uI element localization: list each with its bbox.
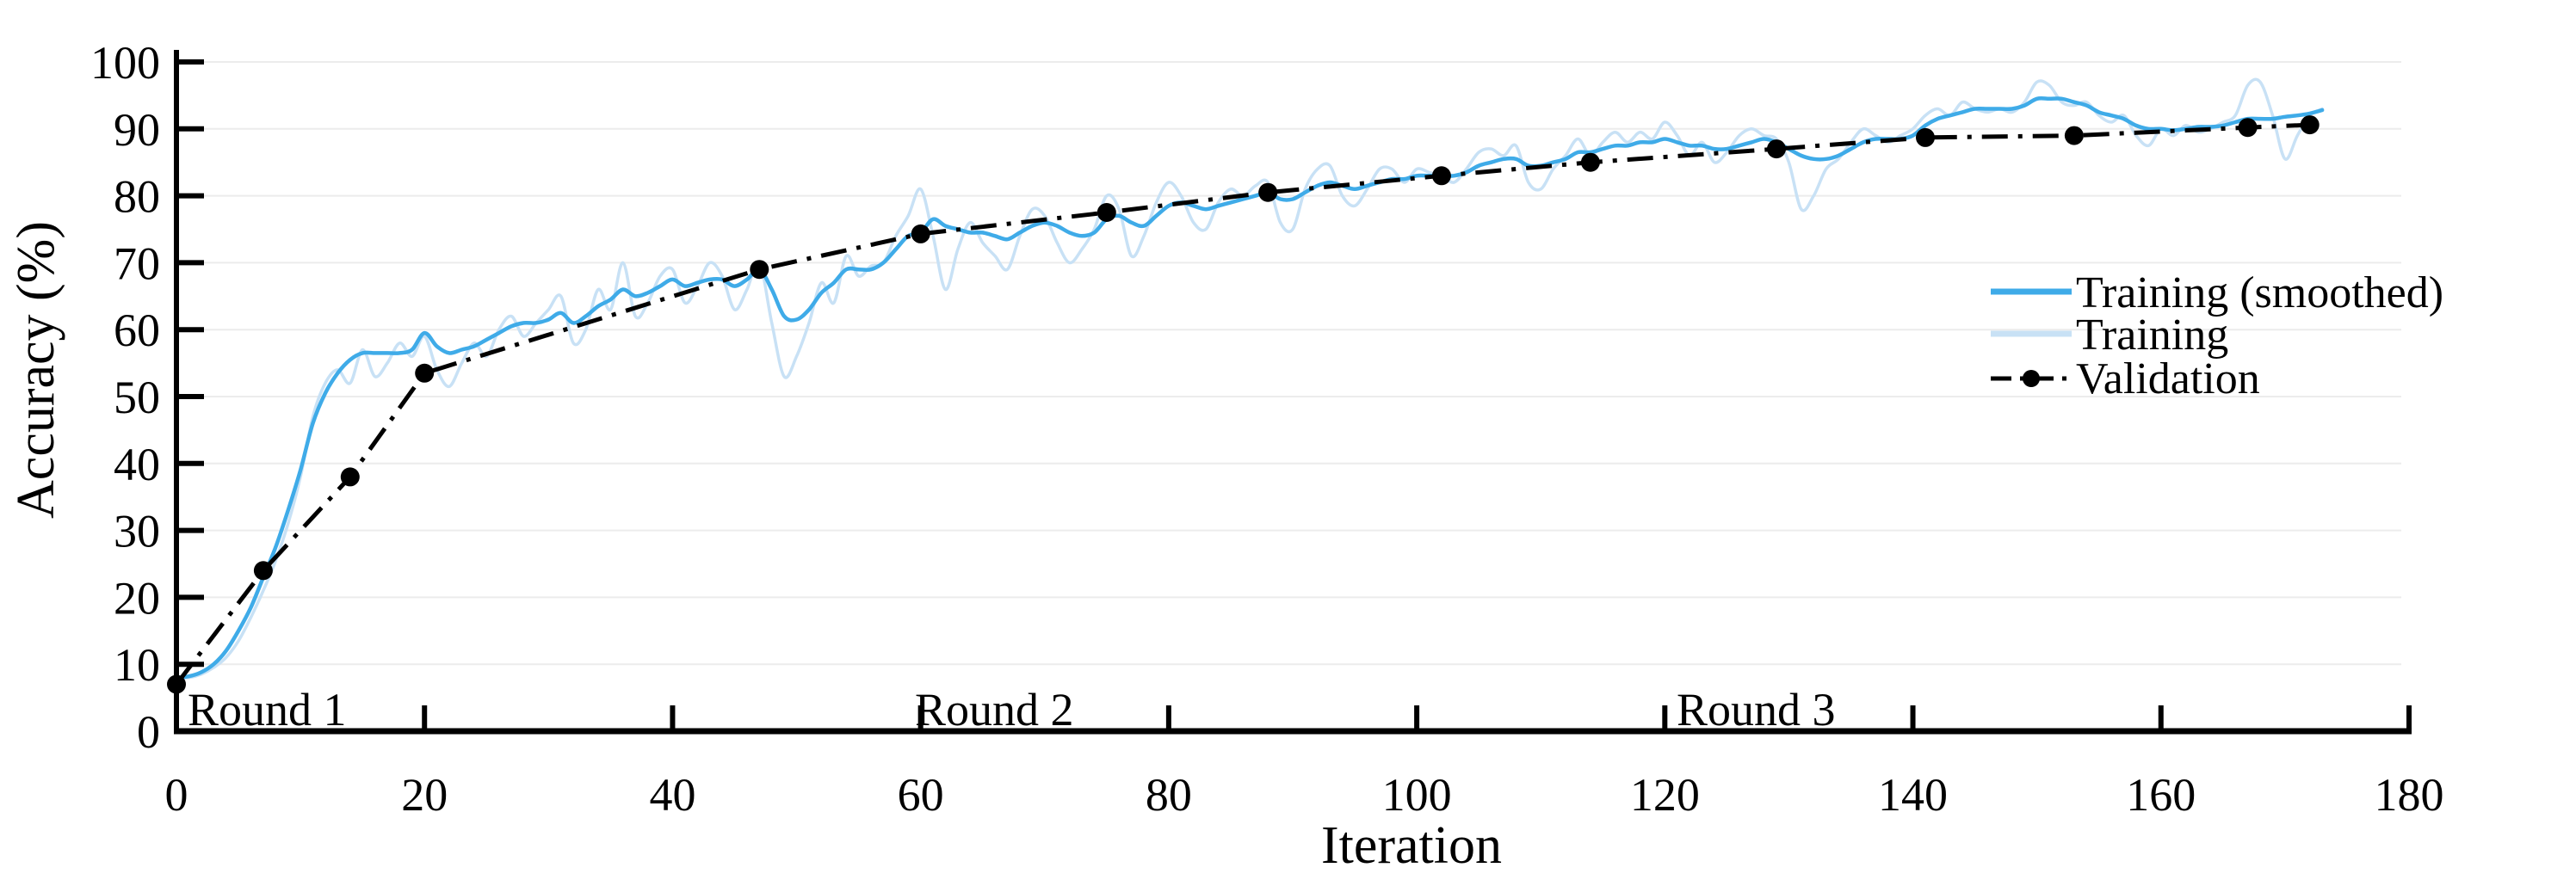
x-tick-labels: 0 20 40 60 80 100 120 140 160 180 — [165, 769, 2444, 821]
gridlines — [176, 61, 2401, 666]
x-tick-label-80: 80 — [1146, 769, 1192, 821]
y-tick-label-60: 60 — [114, 305, 160, 356]
validation-marker-4 — [750, 260, 769, 280]
y-tick-label-70: 70 — [114, 237, 160, 289]
validation-marker-8 — [1431, 166, 1451, 186]
legend: Training (smoothed) Training Validation — [1991, 268, 2443, 403]
y-tick-label-0: 0 — [137, 706, 160, 758]
validation-marker-13 — [2238, 118, 2258, 138]
validation-marker-12 — [2064, 126, 2084, 145]
validation-marker-1 — [253, 561, 273, 581]
training-smoothed-path — [174, 95, 2325, 680]
validation-marker-10 — [1767, 139, 1786, 159]
x-tick-label-20: 20 — [401, 769, 448, 821]
validation-marker-6 — [1096, 203, 1116, 222]
y-tick-label-100: 100 — [90, 37, 160, 89]
validation-marker-7 — [1258, 182, 1278, 202]
round-3-label: Round 3 — [1677, 684, 1836, 735]
y-tick-label-20: 20 — [114, 572, 160, 624]
validation-marker-9 — [1580, 152, 1600, 172]
y-tick-label-90: 90 — [114, 104, 160, 156]
x-tick-label-180: 180 — [2374, 769, 2443, 821]
y-tick-label-10: 10 — [114, 639, 160, 691]
round-1-label: Round 1 — [188, 684, 347, 735]
x-tick-label-100: 100 — [1382, 769, 1452, 821]
legend-swatch-validation-marker — [2023, 370, 2040, 387]
validation-marker-3 — [415, 363, 435, 383]
validation-marker-2 — [340, 467, 360, 487]
x-tick-label-0: 0 — [165, 769, 188, 821]
y-tick-label-80: 80 — [114, 171, 160, 223]
validation-marker-5 — [911, 224, 930, 243]
x-tick-label-60: 60 — [898, 769, 944, 821]
y-tick-label-30: 30 — [114, 506, 160, 557]
y-tick-label-40: 40 — [114, 439, 160, 490]
y-tick-label-50: 50 — [114, 372, 160, 423]
x-tick-label-160: 160 — [2126, 769, 2196, 821]
x-tick-label-40: 40 — [649, 769, 695, 821]
training-smoothed-line — [174, 95, 2325, 680]
legend-label-training-smoothed: Training (smoothed) — [2076, 268, 2443, 317]
validation-marker-11 — [1916, 127, 1935, 147]
y-axis-title: Accuracy (%) — [7, 221, 65, 519]
y-tick-labels: 0 10 20 30 40 50 60 70 80 90 100 — [90, 37, 160, 758]
validation-marker-0 — [167, 674, 186, 694]
x-tick-label-140: 140 — [1878, 769, 1948, 821]
validation-line — [167, 115, 2320, 694]
round-2-label: Round 2 — [915, 684, 1074, 735]
validation-marker-14 — [2300, 115, 2320, 135]
legend-label-training: Training — [2076, 311, 2228, 360]
x-tick-label-120: 120 — [1630, 769, 1700, 821]
legend-swatches — [1991, 288, 2072, 387]
x-axis-title: Iteration — [1321, 816, 1502, 875]
validation-path — [175, 122, 2310, 686]
legend-label-validation: Validation — [2076, 354, 2260, 403]
